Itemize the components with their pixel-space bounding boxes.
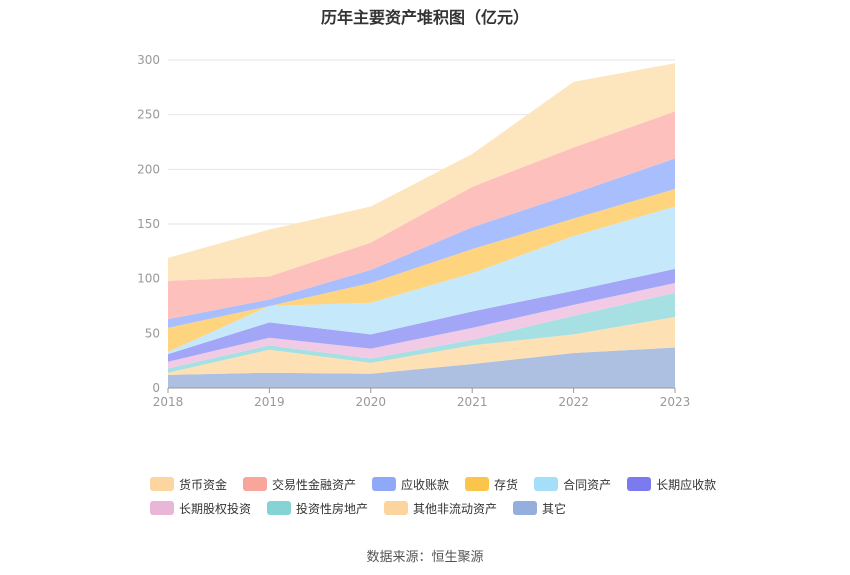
legend-label: 其它	[542, 501, 567, 516]
legend-label: 存货	[494, 477, 519, 492]
legend-row: 长期股权投资 投资性房地产 其他非流动资产 其它	[150, 496, 730, 520]
source-note: 数据来源：恒生聚源	[366, 550, 484, 565]
legend-swatch	[150, 477, 174, 491]
legend-label: 应收账款	[401, 477, 450, 492]
area-series	[168, 316, 675, 375]
y-tick-label: 250	[137, 108, 160, 122]
x-tick-label: 2020	[356, 395, 387, 409]
area-series	[168, 111, 675, 320]
y-tick-label: 100	[137, 272, 160, 286]
axis-layer: 0 50 100 150 200 250 300 2018 2019 2020 2021 2022 20…	[137, 53, 690, 409]
x-tick-label: 2019	[254, 395, 285, 409]
legend-swatch	[534, 477, 559, 491]
legend-item[interactable]: 其他非流动资产	[384, 500, 497, 517]
legend-item[interactable]: 投资性房地产	[267, 500, 368, 517]
legend-item[interactable]: 长期股权投资	[150, 500, 251, 517]
area-layer	[168, 63, 675, 388]
legend-label: 投资性房地产	[296, 501, 369, 516]
legend-label: 交易性金融资产	[272, 477, 357, 492]
legend-swatch	[243, 477, 268, 491]
x-tick-label: 2022	[558, 395, 589, 409]
legend-label: 合同资产	[563, 477, 612, 492]
legend-swatch	[627, 477, 652, 491]
legend-label: 货币资金	[179, 477, 228, 492]
legend-swatch	[465, 477, 490, 491]
legend-item[interactable]: 应收账款	[372, 476, 449, 493]
area-series	[168, 268, 675, 362]
chart-title: 历年主要资产堆积图（亿元）	[320, 8, 529, 27]
area-series	[168, 292, 675, 373]
x-tick-label: 2023	[660, 395, 691, 409]
area-series	[168, 283, 675, 369]
legend-item[interactable]: 存货	[465, 476, 518, 493]
legend-item[interactable]: 其它	[513, 500, 566, 517]
legend-label: 长期应收款	[656, 477, 717, 492]
area-series	[168, 158, 675, 328]
y-tick-label: 200	[137, 162, 160, 176]
legend-row: 货币资金 交易性金融资产 应收账款 存货 合同资产 长期应收款	[150, 472, 730, 496]
area-series	[168, 347, 675, 388]
legend: 货币资金 交易性金融资产 应收账款 存货 合同资产 长期应收款 长期股权投资 投资性房地产 其…	[150, 472, 730, 520]
y-tick-label: 50	[145, 326, 160, 340]
y-tick-label: 0	[152, 381, 160, 395]
x-tick-label: 2021	[457, 395, 488, 409]
legend-item[interactable]: 长期应收款	[627, 476, 716, 493]
area-series	[168, 206, 675, 355]
y-tick-label: 150	[137, 217, 160, 231]
x-tick-label: 2018	[153, 395, 184, 409]
legend-swatch	[267, 501, 292, 515]
legend-label: 其他非流动资产	[413, 501, 498, 516]
legend-swatch	[513, 501, 538, 515]
area-series	[168, 63, 675, 281]
legend-item[interactable]: 货币资金	[150, 476, 227, 493]
area-series	[168, 189, 675, 352]
y-tick-label: 300	[137, 53, 160, 67]
legend-swatch	[384, 501, 409, 515]
legend-label: 长期股权投资	[179, 501, 252, 516]
legend-item[interactable]: 合同资产	[534, 476, 611, 493]
legend-item[interactable]: 交易性金融资产	[243, 476, 356, 493]
legend-swatch	[150, 501, 174, 515]
legend-swatch	[372, 477, 397, 491]
